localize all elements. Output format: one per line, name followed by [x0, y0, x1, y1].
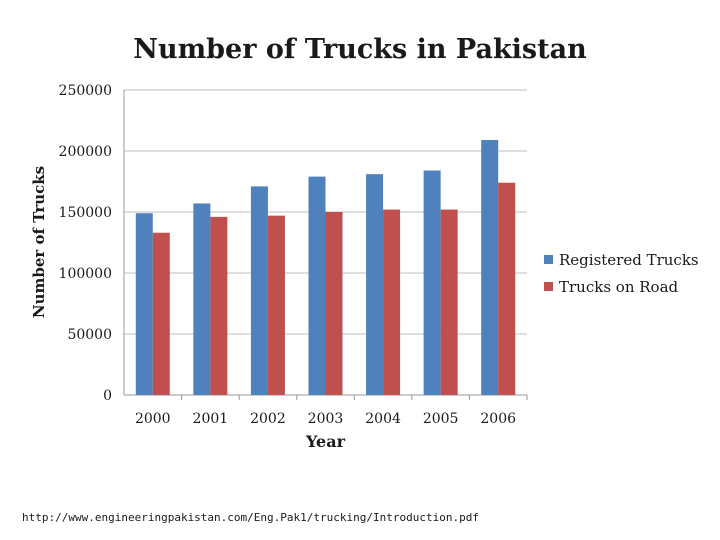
x-tick-label: 2000: [135, 411, 171, 427]
y-tick-label: 50000: [67, 327, 112, 343]
legend: Registered Trucks Trucks on Road: [544, 246, 699, 300]
legend-item-registered: Registered Trucks: [544, 246, 699, 273]
y-tick-label: 100000: [59, 266, 112, 282]
legend-item-on-road: Trucks on Road: [544, 273, 699, 300]
x-tick-label: 2001: [193, 411, 229, 427]
legend-swatch-on-road: [544, 282, 553, 291]
x-tick-label: 2003: [308, 411, 344, 427]
bar-registered: [366, 174, 384, 395]
bar-registered: [423, 170, 441, 395]
y-tick-label: 150000: [59, 205, 112, 221]
bar-registered: [308, 176, 326, 395]
legend-label-on-road: Trucks on Road: [559, 277, 679, 296]
bar-on-road: [325, 212, 343, 395]
y-axis-label: Number of Trucks: [30, 165, 48, 319]
legend-swatch-registered: [544, 255, 553, 264]
y-tick-label: 250000: [59, 83, 112, 99]
bar-on-road: [210, 216, 228, 395]
bar-on-road: [440, 209, 458, 395]
bar-registered: [481, 140, 499, 395]
bar-registered: [250, 186, 268, 395]
bar-on-road: [498, 182, 516, 395]
bar-on-road: [267, 215, 285, 395]
x-tick-label: 2004: [365, 411, 401, 427]
source-link[interactable]: http://www.engineeringpakistan.com/Eng.P…: [22, 511, 479, 524]
bar-registered: [193, 203, 211, 395]
x-tick-label: 2005: [423, 411, 459, 427]
y-tick-label: 0: [103, 388, 112, 404]
chart-title: Number of Trucks in Pakistan: [133, 34, 587, 65]
bar-on-road: [383, 209, 401, 395]
legend-label-registered: Registered Trucks: [559, 250, 699, 269]
bar-on-road: [152, 232, 170, 395]
x-tick-label: 2006: [480, 411, 516, 427]
bar-registered: [135, 213, 153, 395]
x-tick-label: 2002: [250, 411, 286, 427]
x-axis-label: Year: [305, 432, 346, 451]
y-tick-label: 200000: [59, 144, 112, 160]
